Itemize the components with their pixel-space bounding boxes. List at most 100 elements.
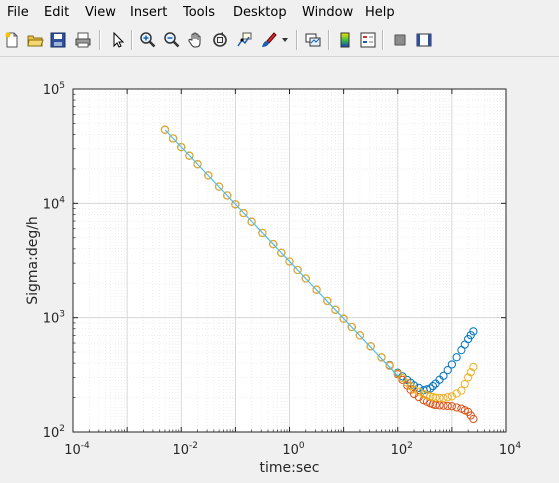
series-3-marker (428, 392, 438, 402)
menu-help[interactable]: Help (365, 5, 395, 20)
y-tick-label: 103 (43, 310, 65, 327)
brush-icon[interactable] (257, 29, 279, 51)
log-log-chart[interactable]: 10-4 10-2 100 102 104 102 103 104 105 time:sec S… (0, 57, 559, 479)
show-plot-tools-icon[interactable] (413, 29, 435, 51)
y-tick-label: 105 (43, 81, 65, 98)
rotate-3d-icon[interactable] (209, 29, 231, 51)
series-3-marker (398, 373, 407, 383)
series-3-marker (377, 353, 386, 362)
series-3-marker (258, 228, 267, 238)
series-3-marker (231, 200, 240, 209)
series-3-marker (293, 265, 302, 275)
series-2-marker (466, 411, 475, 420)
pointer-icon[interactable] (106, 29, 128, 51)
menu-window[interactable]: Window (302, 5, 354, 20)
menu-view[interactable]: View (85, 5, 116, 20)
y-tick-label: 104 (43, 195, 66, 212)
data-cursor-icon[interactable] (233, 29, 255, 51)
series-3-marker (469, 362, 478, 372)
link-plot-icon[interactable] (302, 29, 324, 51)
series-2-marker (447, 402, 456, 411)
series-3-marker (214, 182, 224, 191)
menu-desktop[interactable]: Desktop (233, 5, 287, 20)
x-tick-label: 100 (282, 441, 305, 458)
series-3-marker (301, 274, 310, 283)
series-3-marker (355, 331, 365, 340)
menu-edit[interactable]: Edit (44, 5, 70, 20)
x-tick-label: 104 (499, 441, 522, 458)
save-icon[interactable] (47, 29, 69, 51)
brush-dropdown-icon[interactable] (279, 29, 291, 51)
series-3-marker (422, 391, 432, 400)
series-3-marker (393, 369, 402, 378)
series-3-marker (160, 125, 170, 134)
menu-bar: File Edit View Insert Tools Desktop Wind… (0, 0, 559, 27)
zoom-in-icon[interactable] (137, 29, 159, 51)
series-3-marker (323, 296, 332, 306)
series-2-marker (443, 401, 452, 411)
series-3-marker (460, 379, 469, 389)
series-3-marker (277, 248, 286, 257)
series-3-marker (457, 386, 466, 395)
new-figure-icon[interactable] (1, 29, 23, 51)
series-3-marker (185, 151, 194, 160)
series-2-marker (452, 403, 461, 412)
series-3-marker (177, 143, 186, 152)
series-2-marker (406, 385, 415, 394)
series-3-marker (331, 305, 340, 314)
series-3-marker (285, 257, 294, 266)
series-3-marker (464, 373, 473, 382)
x-axis-label: time:sec (260, 460, 320, 476)
menu-file[interactable]: File (7, 5, 29, 20)
series-1-marker (443, 366, 452, 375)
series-1-marker (452, 353, 461, 362)
menu-tools[interactable]: Tools (183, 5, 216, 20)
series-3-marker (414, 387, 423, 396)
series-3-marker (366, 342, 375, 351)
series-3-marker (435, 393, 444, 402)
series-3-marker (247, 217, 256, 226)
series-1-marker (447, 360, 456, 369)
toolbar (0, 26, 559, 57)
series-3-marker (443, 393, 452, 402)
series-3-marker (239, 208, 248, 218)
print-icon[interactable] (72, 29, 94, 51)
pan-icon[interactable] (185, 29, 207, 51)
series-3-marker (447, 392, 456, 401)
series-1-marker (466, 331, 475, 340)
colorbar-icon[interactable] (334, 29, 356, 51)
x-tick-label: 10-2 (172, 441, 198, 458)
y-tick-label: 102 (43, 424, 65, 441)
series-1-marker (426, 384, 435, 393)
axis-ticks (72, 88, 507, 433)
zoom-out-icon[interactable] (161, 29, 183, 51)
series-3-marker (347, 322, 356, 332)
series-3-marker (193, 160, 202, 169)
series-3-marker (169, 134, 178, 143)
figure-canvas: 10-4 10-2 100 102 104 102 103 104 105 time:sec S… (0, 57, 559, 479)
fit-line (164, 129, 399, 377)
series-1-marker (414, 383, 423, 392)
series-3-marker (452, 389, 461, 398)
series-3-marker (439, 393, 448, 403)
minor-grid (73, 89, 506, 432)
series-3-marker (466, 368, 475, 377)
series-1-marker (460, 340, 469, 349)
y-axis-label: Sigma:deg/h (25, 216, 41, 305)
series-3-marker (204, 171, 213, 180)
hide-plot-tools-icon[interactable] (389, 29, 411, 51)
legend-icon[interactable] (357, 29, 379, 51)
open-file-icon[interactable] (24, 29, 46, 51)
series-3-marker (385, 361, 394, 370)
x-tick-label: 10-4 (64, 441, 90, 458)
series-1-marker (428, 381, 438, 391)
series-3-marker (406, 382, 415, 391)
menu-insert[interactable]: Insert (130, 5, 168, 20)
series-3-marker (223, 191, 232, 200)
x-tick-label: 102 (391, 441, 413, 458)
series-2-marker (460, 406, 469, 415)
series-1-marker (435, 375, 444, 384)
tick-labels: 10-4 10-2 100 102 104 102 103 104 105 (43, 81, 522, 458)
series-3-marker (269, 239, 278, 249)
series-3-marker (312, 285, 321, 294)
